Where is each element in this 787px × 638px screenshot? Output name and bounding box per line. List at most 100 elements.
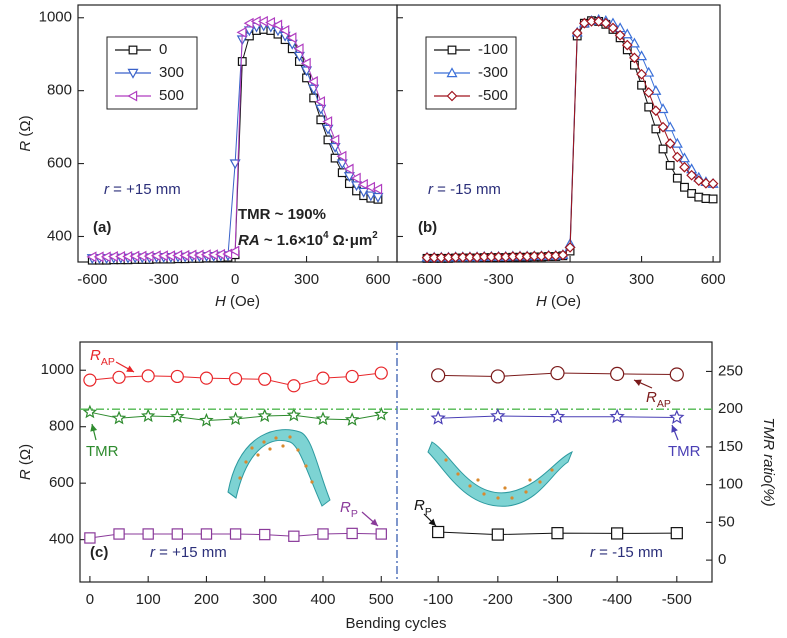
arrow-head <box>428 518 436 526</box>
y-tick-label: 600 <box>47 155 72 172</box>
series-label: RP <box>340 499 358 520</box>
series-label-part: R <box>90 347 101 364</box>
marker <box>507 251 519 262</box>
annotation: (b) <box>418 219 437 236</box>
marker <box>450 251 461 263</box>
marker <box>491 528 504 541</box>
marker <box>670 527 683 540</box>
y-axis-label-part: (Ω) <box>17 444 34 469</box>
marker <box>286 407 302 422</box>
marker <box>643 87 655 98</box>
x-tick-label: -600 <box>77 271 107 288</box>
series-label: TMR <box>668 443 701 460</box>
marker <box>446 90 458 102</box>
marker <box>672 173 682 183</box>
marker <box>708 194 718 204</box>
marker <box>272 19 283 31</box>
marker <box>650 105 662 117</box>
marker <box>669 367 684 382</box>
series-label: RAP <box>90 347 115 368</box>
annotation-part: r <box>590 544 596 561</box>
marker <box>257 408 272 423</box>
x-tick-label: 600 <box>365 271 390 288</box>
legend-label: 500 <box>159 87 184 104</box>
y2-axis-label: TMR ratio(%) <box>760 417 777 506</box>
series-label-part: TMR <box>668 443 701 460</box>
arrow-head <box>370 518 378 526</box>
marker <box>671 151 683 163</box>
y-axis-label-part: R <box>17 469 34 480</box>
marker <box>265 16 276 29</box>
marker <box>665 160 675 170</box>
marker <box>447 45 457 55</box>
y-tick-label: 1000 <box>39 9 72 26</box>
marker <box>343 163 354 175</box>
marker <box>288 530 300 542</box>
legend-label: 0 <box>159 41 167 58</box>
annotation-part: r <box>428 181 434 198</box>
marker <box>365 191 377 202</box>
x-tick-label: 0 <box>566 271 574 288</box>
series-label-part: AP <box>101 356 115 368</box>
marker <box>357 178 368 190</box>
marker <box>610 366 625 382</box>
y-axis-label-part: R <box>17 141 34 152</box>
x-axis-label-part: H <box>536 293 547 310</box>
y-tick-label: 800 <box>49 418 74 435</box>
marker <box>457 251 469 263</box>
x-tick-label: -500 <box>662 591 692 608</box>
marker <box>678 152 691 163</box>
marker <box>493 251 504 263</box>
annotation-part: = -15 mm <box>595 544 663 561</box>
x-tick-label: -200 <box>483 591 513 608</box>
marker <box>446 67 458 78</box>
annotation-part: 2 <box>372 230 378 241</box>
x-tick-label: -300 <box>149 271 179 288</box>
annotation: (c) <box>90 544 108 561</box>
marker <box>83 373 97 387</box>
marker <box>345 369 359 384</box>
legend-box <box>106 36 198 110</box>
marker <box>336 159 348 170</box>
x-tick-label: 300 <box>629 271 654 288</box>
marker <box>287 379 301 393</box>
x-axis-label: H (Oe) <box>536 293 581 310</box>
arrow-head <box>90 424 98 432</box>
x-tick-label: 300 <box>294 271 319 288</box>
x-tick-label: -100 <box>423 591 453 608</box>
marker <box>514 251 526 262</box>
y2-tick-label: 150 <box>718 438 743 455</box>
marker <box>374 406 389 421</box>
annotation-part: = -15 mm <box>433 181 501 198</box>
marker <box>431 368 446 383</box>
marker <box>141 369 155 383</box>
marker <box>700 177 712 189</box>
marker <box>346 527 358 540</box>
legend-label: 300 <box>159 64 184 81</box>
series-label: TMR <box>86 443 119 460</box>
arrow-head <box>126 365 134 372</box>
marker <box>228 372 243 386</box>
marker <box>170 409 185 423</box>
marker <box>237 57 247 66</box>
marker <box>586 16 597 27</box>
marker <box>528 250 540 262</box>
marker <box>127 68 139 79</box>
y-axis-label-part: (Ω) <box>17 115 34 140</box>
annotation-part: TMR ~ 190% <box>238 206 326 223</box>
annotation-part: RA <box>238 232 260 249</box>
marker <box>571 27 583 39</box>
marker <box>637 80 646 90</box>
y-tick-label: 600 <box>49 474 74 491</box>
marker <box>490 369 505 384</box>
marker <box>127 90 138 102</box>
marker <box>669 409 685 424</box>
marker <box>609 408 625 424</box>
x-tick-label: 100 <box>136 591 161 608</box>
annotation-part: = +15 mm <box>109 181 181 198</box>
marker <box>664 138 676 149</box>
marker <box>336 150 347 162</box>
marker <box>113 528 125 540</box>
marker <box>243 26 255 37</box>
marker <box>464 251 476 263</box>
